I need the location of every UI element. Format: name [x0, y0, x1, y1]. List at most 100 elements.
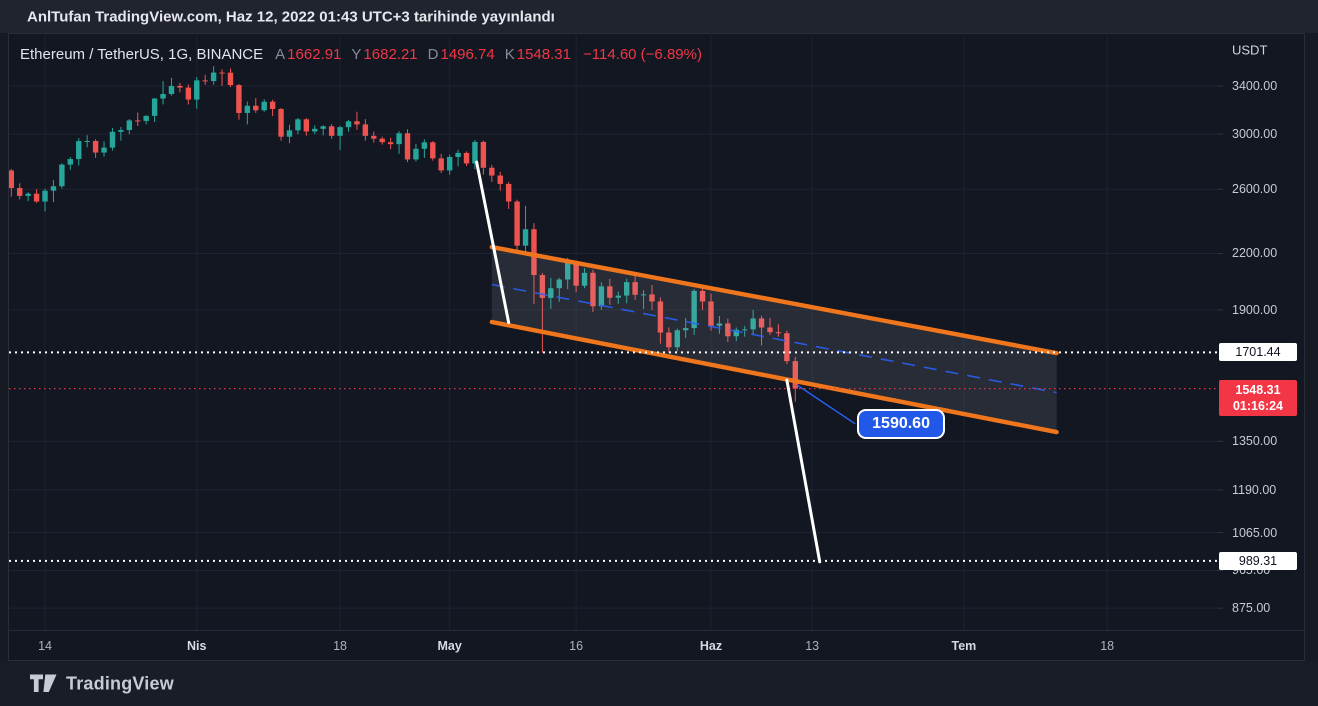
candle-down [303, 118, 310, 136]
trend-line[interactable] [785, 378, 822, 564]
candle-down [649, 284, 655, 310]
chart-widget [8, 33, 1305, 661]
candle-down [708, 293, 714, 331]
channel-lower-line[interactable] [489, 319, 1059, 435]
candle-up [581, 268, 588, 289]
candle-down [758, 315, 765, 346]
candle-up [109, 128, 116, 151]
candle-down [404, 129, 411, 163]
candle-up [716, 315, 723, 334]
candle-up [615, 291, 621, 304]
candle-down [269, 99, 276, 116]
candle-up [168, 77, 175, 96]
candle-up [261, 99, 267, 112]
ohlc-key: A [275, 46, 286, 63]
candle-up [151, 97, 158, 123]
candle-down [17, 183, 23, 200]
candle-down [278, 108, 284, 141]
candle-down [657, 297, 664, 344]
publish-header: AnlTufan TradingView.com, Haz 12, 2022 0… [0, 0, 1318, 33]
candle-up [421, 139, 428, 158]
candle-down [775, 324, 782, 337]
candle-down [573, 260, 579, 293]
candle-down [92, 139, 99, 158]
candle-down [514, 199, 520, 250]
candle-down [463, 151, 470, 166]
candle-down [227, 68, 234, 88]
candle-up [742, 325, 748, 337]
candle-up [126, 119, 133, 135]
candle-down [784, 330, 790, 365]
channel-fill [491, 247, 1057, 433]
symbol-title[interactable]: Ethereum / TetherUS, 1G, BINANCE [20, 46, 264, 63]
candle-up [345, 119, 352, 132]
candle-down [590, 269, 596, 312]
change-value: −114.60 (−6.89%) [582, 46, 702, 63]
channel-mid-line[interactable] [491, 283, 1057, 394]
ohlc-value: 1496.74 [440, 46, 495, 63]
candle-down [539, 273, 546, 353]
candle-down [253, 98, 259, 113]
candle-up [286, 124, 293, 144]
candle-up [522, 205, 529, 255]
channel-upper-line[interactable] [489, 244, 1059, 356]
candle-up [683, 318, 689, 339]
ohlc-values: A 1662.91 Y 1682.21 D 1496.74 K 1548.31 [275, 46, 571, 63]
candle-up [194, 77, 200, 109]
tradingview-logo-icon [30, 674, 57, 692]
footer: TradingView [0, 661, 1318, 706]
candle-up [446, 154, 453, 175]
candle-up [337, 126, 343, 150]
trend-line[interactable] [475, 160, 511, 325]
candle-down [699, 287, 706, 310]
candle-down [767, 318, 773, 335]
candle-up [640, 290, 647, 309]
candle-down [438, 153, 444, 173]
candle-up [160, 81, 166, 105]
grid-lines [9, 33, 1223, 630]
ohlc-value: 1548.31 [516, 46, 571, 63]
candle-up [50, 180, 57, 202]
ohlc-key: Y [351, 46, 362, 63]
candle-down [185, 84, 192, 105]
candle-down [725, 318, 731, 342]
candle-down [371, 131, 377, 143]
candle-up [25, 192, 31, 202]
candle-up [312, 125, 318, 135]
candle-down [177, 82, 183, 93]
candle-down [354, 111, 360, 130]
ohlc-key: D [427, 46, 439, 63]
candle-down [202, 74, 208, 85]
candle-down [505, 181, 512, 209]
publish-header-text: AnlTufan TradingView.com, Haz 12, 2022 0… [27, 8, 555, 25]
candle-down [219, 69, 225, 86]
candle-up [244, 101, 251, 125]
candle-up [101, 141, 107, 157]
candle-up [84, 135, 90, 148]
candle-up [691, 289, 697, 335]
candle-up [472, 139, 478, 170]
candles-series [9, 66, 798, 402]
candle-down [9, 169, 14, 197]
candle-down [362, 119, 369, 141]
candle-down [236, 83, 242, 120]
price-callout-label[interactable]: 1590.60 [857, 408, 945, 439]
candle-up [143, 115, 149, 125]
candle-up [118, 127, 124, 141]
candle-up [59, 163, 65, 189]
candle-up [674, 328, 680, 352]
candle-down [531, 223, 537, 304]
candle-down [430, 141, 436, 161]
candle-down [387, 137, 394, 150]
candle-up [76, 138, 82, 166]
tradingview-logo[interactable]: TradingView [30, 673, 174, 694]
candle-up [295, 117, 301, 135]
candle-up [42, 188, 48, 212]
chart-legend: Ethereum / TetherUS, 1G, BINANCE A 1662.9… [20, 46, 702, 63]
candle-up [67, 157, 74, 170]
candle-down [497, 171, 503, 191]
candle-down [379, 136, 385, 145]
tradingview-logo-text: TradingView [66, 673, 174, 693]
